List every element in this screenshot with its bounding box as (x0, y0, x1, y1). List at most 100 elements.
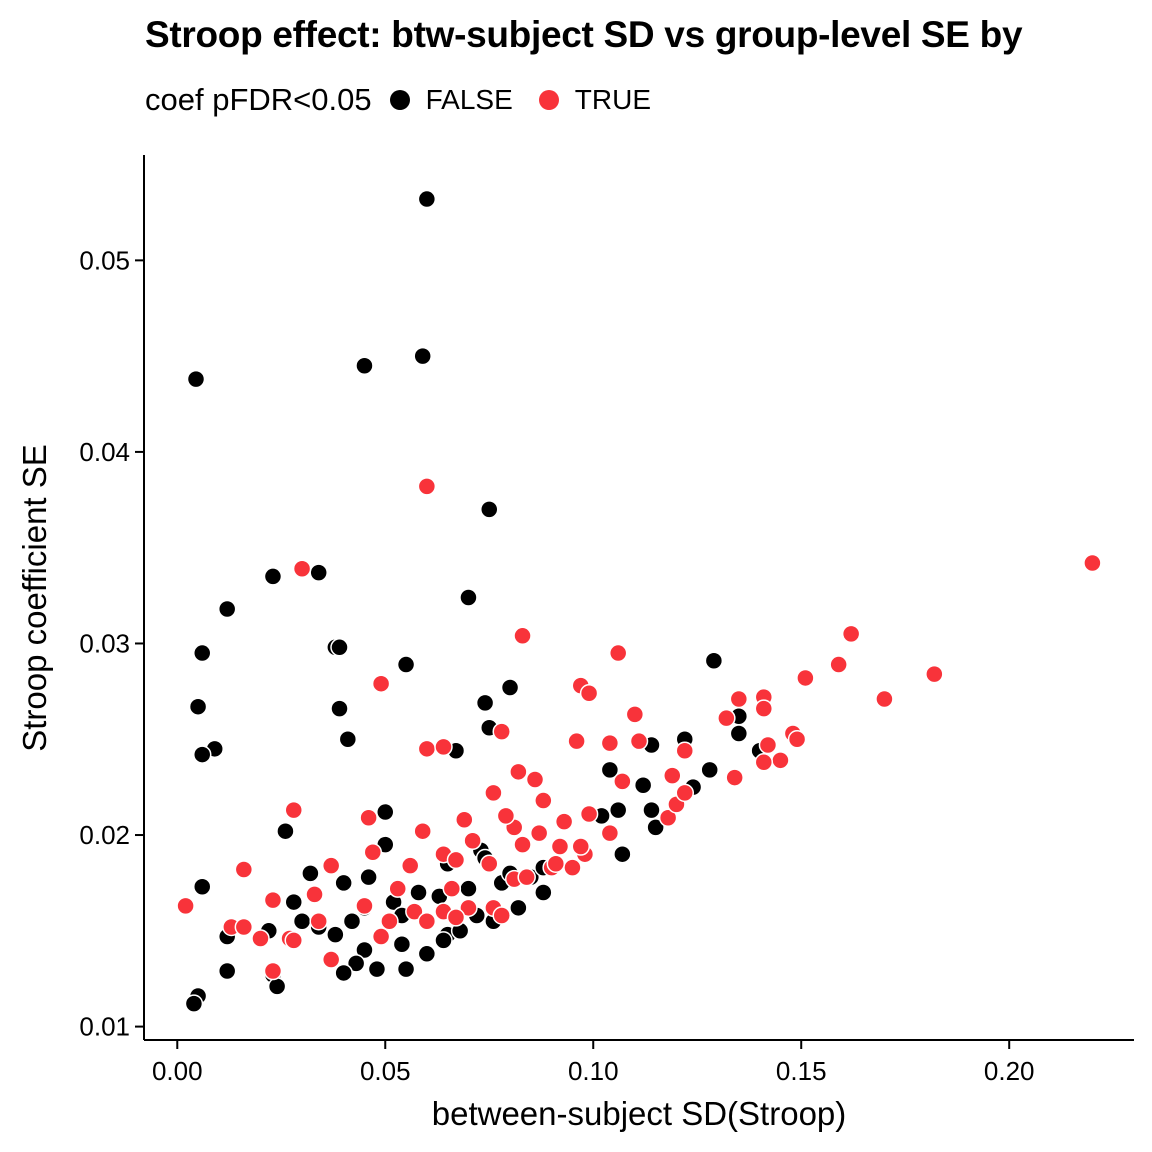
data-point-false (184, 994, 204, 1013)
data-point-true (434, 737, 453, 757)
data-point-true (492, 722, 511, 741)
data-point-true (176, 896, 195, 916)
data-point-true (321, 856, 341, 875)
data-point-false (346, 954, 366, 973)
data-point-true (675, 783, 695, 803)
data-point-true (525, 770, 545, 789)
data-point-true (600, 823, 620, 843)
data-point-false (217, 599, 237, 619)
data-point-true (600, 733, 620, 753)
data-point-false (326, 925, 345, 944)
data-point-false (192, 643, 212, 663)
data-point-true (875, 689, 894, 709)
data-point-false (700, 760, 719, 780)
data-point-true (529, 823, 549, 843)
y-tick-label: 0.04 (79, 437, 130, 467)
data-point-false (334, 873, 353, 893)
data-point-true (563, 858, 582, 877)
y-axis-label: Stroop coefficient SE (16, 444, 53, 752)
data-point-false (600, 760, 620, 780)
data-point-true (571, 837, 591, 856)
data-point-true (771, 751, 790, 770)
x-tick-label: 0.05 (360, 1056, 411, 1086)
data-point-true (321, 950, 341, 969)
data-point-false (417, 944, 437, 964)
legend-key-false (389, 90, 410, 110)
data-point-true (455, 810, 474, 829)
data-point-true (446, 908, 466, 927)
data-point-false (355, 940, 374, 960)
data-point-true (492, 906, 511, 925)
data-point-false (475, 693, 495, 713)
data-point-false (330, 638, 349, 657)
data-point-false (704, 651, 724, 670)
data-point-true (925, 664, 944, 684)
data-point-false (217, 961, 237, 981)
legend-title: coef pFDR<0.05 (145, 82, 372, 117)
data-point-true (658, 808, 678, 828)
data-point-false (342, 911, 362, 931)
data-point-true (284, 931, 303, 950)
data-point-false (301, 864, 320, 883)
data-point-false (729, 724, 749, 743)
y-tick-label: 0.05 (79, 245, 130, 275)
data-point-true (388, 879, 407, 898)
data-point-false (633, 775, 653, 795)
data-point-false (434, 931, 453, 950)
data-point-false (292, 911, 312, 931)
data-point-true (284, 800, 303, 820)
data-point-true (442, 879, 462, 898)
data-point-false (192, 877, 212, 897)
data-point-false (500, 678, 520, 697)
data-point-false (186, 369, 206, 389)
data-point-true (546, 854, 566, 874)
data-point-true (729, 689, 749, 709)
y-tick-label: 0.01 (79, 1012, 130, 1042)
x-ticks: 0.00 0.05 0.10 0.15 0.20 (152, 1040, 1035, 1086)
data-point-true (417, 911, 437, 931)
x-axis-label: between-subject SD(Stroop) (432, 1095, 847, 1132)
data-point-true (446, 850, 466, 870)
data-point-true (371, 927, 391, 946)
legend-label-false: FALSE (425, 84, 513, 115)
legend-key-true (538, 90, 559, 110)
data-point-true (417, 477, 437, 496)
data-point-false (642, 800, 661, 820)
data-point-false (330, 699, 349, 718)
data-point-true (625, 705, 645, 724)
points-layer (176, 189, 1102, 1013)
x-tick-label: 0.15 (776, 1056, 827, 1086)
data-point-true (263, 890, 283, 910)
data-point-true (613, 772, 632, 791)
data-point-true (758, 735, 778, 755)
x-tick-label: 0.10 (568, 1056, 619, 1086)
data-point-true (405, 902, 424, 921)
data-point-false (409, 883, 428, 902)
data-point-false (459, 879, 478, 898)
data-point-true (459, 898, 478, 918)
data-point-true (663, 766, 682, 785)
data-point-true (359, 808, 378, 828)
y-tick-label: 0.02 (79, 820, 130, 850)
data-point-true (796, 668, 815, 688)
data-point-false (376, 802, 395, 822)
data-point-false (392, 934, 412, 954)
data-point-true (829, 655, 848, 674)
data-point-true (263, 961, 283, 981)
data-point-true (417, 739, 437, 759)
data-point-true (400, 856, 420, 875)
data-point-false (646, 818, 665, 837)
data-point-true (234, 917, 254, 937)
data-point-true (550, 837, 570, 856)
data-point-false (608, 800, 628, 820)
data-point-true (371, 674, 391, 693)
data-point-false (359, 867, 378, 887)
data-point-true (380, 911, 399, 931)
data-point-false (480, 500, 499, 519)
data-point-false (367, 959, 387, 979)
data-point-true (717, 708, 736, 728)
legend: coef pFDR<0.05 FALSE TRUE (145, 80, 677, 120)
data-point-true (251, 929, 270, 948)
data-point-false (192, 745, 212, 764)
